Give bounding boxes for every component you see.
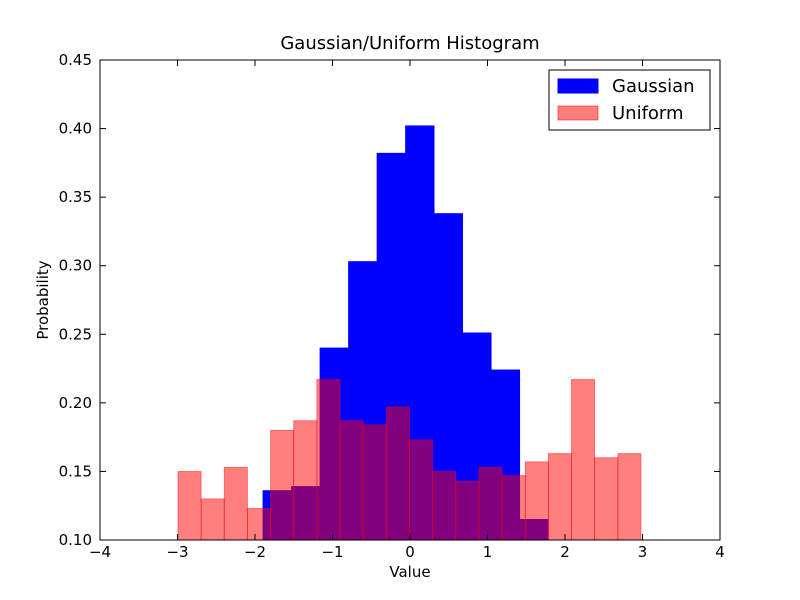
histogram-bar — [478, 466, 503, 540]
plot-area — [177, 125, 642, 540]
histogram-bar — [385, 406, 410, 540]
y-axis-label: Probability — [34, 260, 52, 339]
histogram-bar — [177, 471, 202, 540]
y-tick-label: 0.35 — [59, 188, 92, 206]
x-tick-label: −2 — [244, 543, 266, 561]
x-tick-label: 4 — [715, 543, 725, 561]
x-tick-label: 0 — [405, 543, 415, 561]
histogram-bar — [432, 471, 457, 540]
legend-swatch — [557, 78, 599, 94]
x-tick-label: −4 — [89, 543, 111, 561]
histogram-bar — [571, 379, 596, 540]
histogram-bar — [270, 429, 295, 540]
y-tick-label: 0.20 — [59, 394, 92, 412]
x-tick-label: 2 — [560, 543, 570, 561]
legend-label: Gaussian — [612, 76, 695, 97]
histogram-bar — [594, 457, 619, 540]
histogram-bar — [501, 475, 526, 540]
histogram-bar — [316, 379, 341, 540]
histogram-bar — [409, 439, 434, 540]
histogram-bar — [547, 453, 572, 540]
x-tick-label: −1 — [321, 543, 343, 561]
y-tick-label: 0.40 — [59, 120, 92, 138]
histogram-bar — [617, 453, 642, 540]
histogram-bar — [362, 424, 387, 540]
histogram-bar — [524, 461, 549, 540]
y-tick-label: 0.30 — [59, 257, 92, 275]
histogram-bar — [293, 420, 318, 540]
legend-label: Uniform — [612, 103, 684, 124]
histogram-bar — [223, 466, 248, 540]
x-axis-label: Value — [389, 563, 430, 581]
y-tick-label: 0.45 — [59, 51, 92, 69]
legend-swatch — [557, 105, 599, 121]
y-tick-label: 0.15 — [59, 462, 92, 480]
y-tick-label: 0.10 — [59, 531, 92, 549]
x-tick-label: 1 — [483, 543, 493, 561]
y-tick-label: 0.25 — [59, 325, 92, 343]
histogram-bar — [339, 420, 364, 540]
chart-title: Gaussian/Uniform Histogram — [280, 33, 539, 54]
x-tick-label: 3 — [638, 543, 648, 561]
x-tick-label: −3 — [166, 543, 188, 561]
